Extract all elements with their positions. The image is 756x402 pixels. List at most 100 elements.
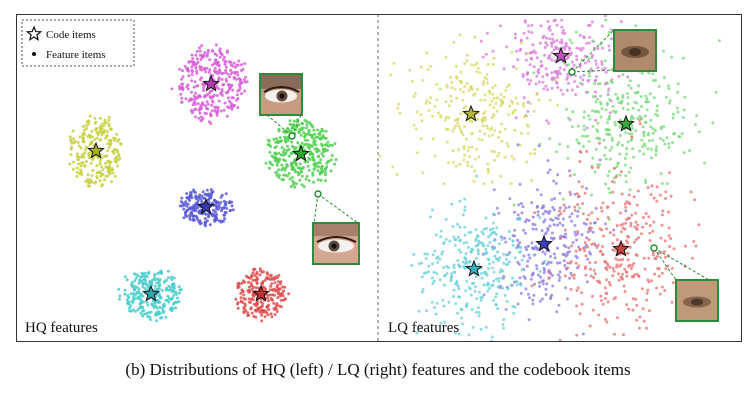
feature-point xyxy=(200,118,204,122)
feature-point xyxy=(563,228,567,232)
feature-point xyxy=(324,129,328,133)
feature-point xyxy=(455,76,459,80)
feature-point xyxy=(543,232,547,236)
feature-point xyxy=(626,96,630,100)
feature-point xyxy=(131,285,135,289)
feature-point xyxy=(241,290,245,294)
feature-point xyxy=(507,113,511,117)
feature-point xyxy=(333,162,337,166)
feature-point xyxy=(530,201,534,205)
feature-point xyxy=(640,72,644,75)
feature-point xyxy=(478,71,482,75)
feature-point xyxy=(533,223,537,227)
feature-point xyxy=(624,174,628,178)
feature-point xyxy=(166,294,170,298)
feature-point xyxy=(556,273,560,277)
feature-point xyxy=(494,232,498,236)
feature-point xyxy=(573,80,576,83)
feature-point xyxy=(600,60,604,64)
feature-point xyxy=(543,252,547,256)
feature-point xyxy=(582,116,586,119)
feature-point xyxy=(93,181,97,185)
feature-point xyxy=(562,259,566,263)
feature-point xyxy=(531,215,535,219)
feature-point xyxy=(663,250,667,254)
feature-point xyxy=(477,314,481,318)
feature-point xyxy=(315,161,319,165)
feature-point xyxy=(513,210,516,214)
feature-point xyxy=(513,32,517,36)
feature-point xyxy=(621,96,625,99)
feature-point xyxy=(172,293,176,297)
feature-point xyxy=(617,278,621,282)
feature-point xyxy=(504,240,508,244)
feature-point xyxy=(644,212,648,215)
feature-point xyxy=(194,194,198,198)
feature-point xyxy=(588,117,592,121)
feature-point xyxy=(591,125,595,128)
feature-point xyxy=(434,233,438,237)
feature-point xyxy=(217,99,221,103)
feature-point xyxy=(196,217,199,221)
feature-point xyxy=(634,253,638,257)
feature-point xyxy=(631,297,635,301)
feature-point xyxy=(622,284,626,288)
feature-point xyxy=(439,229,443,233)
feature-point xyxy=(601,252,604,256)
feature-point xyxy=(279,280,283,284)
feature-point xyxy=(139,292,143,296)
feature-point xyxy=(191,62,195,66)
feature-point xyxy=(493,254,497,258)
feature-point xyxy=(210,109,214,113)
feature-point xyxy=(223,101,227,105)
feature-point xyxy=(275,302,279,306)
feature-point xyxy=(457,148,461,152)
feature-point xyxy=(586,134,590,138)
feature-point xyxy=(444,217,448,221)
feature-point xyxy=(185,192,189,196)
feature-point xyxy=(317,165,321,169)
feature-point xyxy=(576,203,580,207)
feature-point xyxy=(663,239,667,243)
feature-point xyxy=(623,290,627,293)
feature-point xyxy=(604,146,607,149)
feature-point xyxy=(555,39,559,42)
feature-point xyxy=(304,177,308,181)
feature-point xyxy=(487,267,490,271)
feature-point xyxy=(587,57,591,61)
feature-point xyxy=(663,289,667,292)
feature-point xyxy=(115,164,119,168)
feature-point xyxy=(205,66,209,70)
feature-point xyxy=(611,274,615,278)
feature-point xyxy=(392,62,396,65)
feature-point xyxy=(131,308,135,312)
feature-point xyxy=(164,288,168,292)
feature-point xyxy=(668,101,672,105)
feature-point xyxy=(465,302,469,306)
feature-point xyxy=(151,278,155,282)
feature-point xyxy=(110,180,114,184)
feature-point xyxy=(634,297,638,301)
feature-point xyxy=(488,241,492,244)
feature-point xyxy=(186,202,190,206)
feature-point xyxy=(628,188,632,192)
feature-point xyxy=(555,261,559,265)
feature-point xyxy=(233,71,237,75)
feature-point xyxy=(619,20,623,24)
feature-point xyxy=(100,165,104,169)
feature-point xyxy=(566,156,570,160)
feature-point xyxy=(563,264,567,267)
feature-point xyxy=(671,141,675,144)
feature-point xyxy=(123,292,127,296)
feature-point xyxy=(447,266,450,270)
feature-point xyxy=(194,107,198,111)
feature-point xyxy=(251,271,255,275)
feature-point xyxy=(282,289,285,293)
feature-point xyxy=(279,298,283,302)
feature-point xyxy=(217,77,221,81)
feature-point xyxy=(493,129,497,132)
feature-point xyxy=(605,227,609,231)
feature-point xyxy=(518,182,522,186)
feature-point xyxy=(250,298,253,301)
feature-point xyxy=(157,282,161,286)
